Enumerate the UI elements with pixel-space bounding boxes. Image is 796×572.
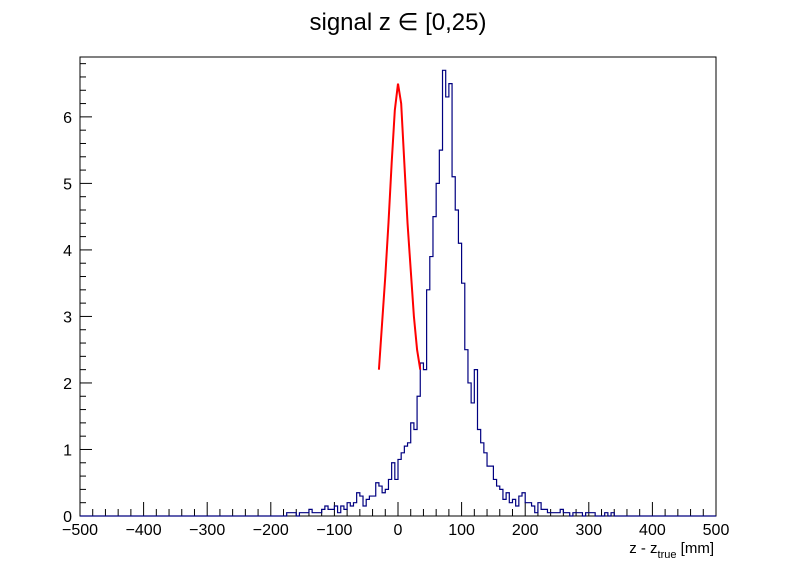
y-tick-label: 6 bbox=[63, 110, 72, 127]
fit-curve bbox=[377, 83, 422, 370]
x-tick-label: −200 bbox=[253, 522, 289, 539]
y-tick-label: 4 bbox=[63, 243, 72, 260]
x-tick-label: −400 bbox=[126, 522, 162, 539]
x-axis-label-subscript: true bbox=[658, 549, 677, 561]
x-tick-label: −100 bbox=[316, 522, 352, 539]
x-tick-label: −500 bbox=[62, 522, 98, 539]
x-tick-label: −300 bbox=[189, 522, 225, 539]
histogram-series bbox=[80, 69, 716, 517]
y-tick-label: 2 bbox=[63, 376, 72, 393]
x-tick-label: 300 bbox=[575, 522, 602, 539]
y-tick-label: 0 bbox=[63, 509, 72, 526]
x-axis-label-suffix: [mm] bbox=[677, 540, 715, 557]
x-tick-label: 100 bbox=[448, 522, 475, 539]
chart-title: signal z ∈ [0,25) bbox=[310, 9, 487, 36]
x-tick-label: 200 bbox=[512, 522, 539, 539]
y-tick-label: 3 bbox=[63, 309, 72, 326]
x-axis-label: z - ztrue [mm] bbox=[629, 540, 714, 561]
x-axis-label-main: z - z bbox=[629, 540, 657, 557]
x-axis: −500 −400 −300 −200 −100 0 100 200 300 400 500 bbox=[62, 502, 729, 539]
x-tick-label: 0 bbox=[394, 522, 403, 539]
x-tick-label: 400 bbox=[639, 522, 666, 539]
y-tick-label: 1 bbox=[63, 442, 72, 459]
y-tick-label: 5 bbox=[63, 176, 72, 193]
x-tick-label: 500 bbox=[703, 522, 730, 539]
